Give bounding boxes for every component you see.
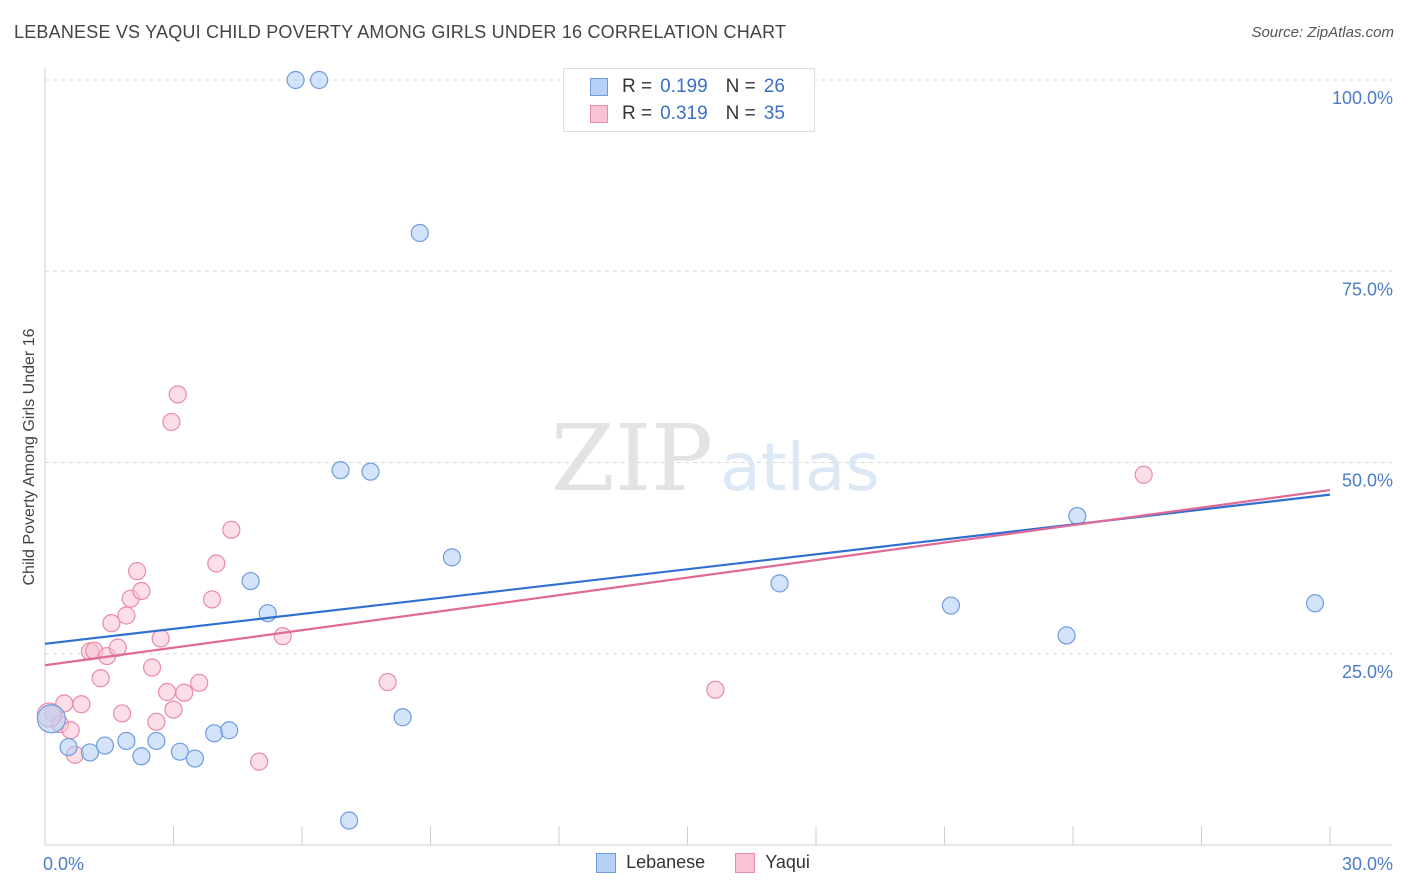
lebanese-point	[410, 223, 429, 243]
lebanese-point	[1305, 594, 1325, 613]
yaqui-point	[202, 590, 222, 609]
watermark: ZIP atlas	[551, 405, 880, 512]
x-tick-label-max: 30.0%	[1342, 854, 1393, 874]
yaqui-point	[132, 581, 151, 601]
yaqui-point	[706, 680, 725, 699]
series-legend: Lebanese Yaqui	[0, 852, 1406, 873]
yaqui-point	[127, 562, 147, 581]
lebanese-r-value: 0.199	[660, 76, 708, 97]
yaqui-point	[147, 712, 166, 731]
lebanese-point	[1057, 626, 1076, 645]
lebanese-legend-swatch	[596, 852, 617, 873]
yaqui-point	[1134, 465, 1153, 484]
yaqui-r-label: R =	[622, 103, 653, 124]
lebanese-point	[185, 749, 205, 768]
yaqui-point	[250, 752, 269, 771]
yaqui-point	[175, 683, 194, 702]
chart-title: LEBANESE VS YAQUI CHILD POVERTY AMONG GI…	[14, 22, 787, 42]
lebanese-point	[286, 70, 305, 90]
watermark-atlas: atlas	[720, 429, 880, 506]
yaqui-legend-label: Yaqui	[765, 852, 810, 872]
yaqui-point	[222, 520, 241, 539]
yaqui-point	[164, 700, 183, 719]
yaqui-point	[162, 412, 181, 432]
lebanese-point	[393, 708, 412, 727]
lebanese-point	[340, 811, 359, 830]
yaqui-point	[151, 629, 170, 648]
lebanese-point	[941, 596, 961, 615]
yaqui-point	[102, 614, 121, 633]
yaqui-point	[142, 658, 162, 677]
y-tick-label-75: 75.0%	[1342, 279, 1393, 299]
yaqui-point	[117, 606, 136, 625]
legend-item-yaqui[interactable]: Yaqui	[735, 852, 810, 873]
legend-row-lebanese: R = 0.199 N = 26	[590, 74, 785, 100]
watermark-zip: ZIP	[551, 405, 713, 512]
lebanese-point	[220, 721, 239, 740]
tick-labels: 25.0% 50.0% 75.0% 100.0% 0.0% 30.0%	[43, 88, 1393, 874]
lebanese-point	[117, 731, 136, 751]
source-label: Source: ZipAtlas.com	[1251, 24, 1394, 41]
lebanese-point	[147, 731, 166, 751]
lebanese-legend-label: Lebanese	[626, 852, 706, 872]
yaqui-n-label: N =	[725, 103, 756, 124]
lebanese-point	[770, 574, 789, 593]
lebanese-point	[361, 462, 380, 481]
lebanese-point	[442, 548, 462, 567]
lebanese-point	[1068, 506, 1087, 526]
lebanese-r-label: R =	[622, 76, 653, 97]
axes	[44, 68, 1392, 846]
lebanese-n-value: 26	[763, 76, 785, 97]
yaqui-r-value: 0.319	[660, 103, 708, 124]
y-tick-label-25: 25.0%	[1342, 662, 1393, 682]
y-tick-label-100: 100.0%	[1332, 88, 1393, 108]
yaqui-point	[273, 627, 292, 646]
x-tick-label-min: 0.0%	[43, 854, 84, 874]
legend-item-lebanese[interactable]: Lebanese	[596, 852, 705, 873]
yaqui-point	[157, 682, 177, 702]
lebanese-point	[132, 747, 151, 766]
lebanese-point	[59, 737, 78, 757]
grid-lines	[45, 79, 1392, 655]
yaqui-legend-swatch	[735, 852, 756, 873]
yaqui-point	[190, 673, 209, 692]
yaqui-trend-line	[44, 488, 1331, 667]
lebanese-point	[310, 70, 329, 90]
yaqui-swatch	[590, 105, 608, 123]
lebanese-point	[331, 461, 350, 480]
yaqui-point	[91, 669, 110, 688]
y-axis-label: Child Poverty Among Girls Under 16	[21, 328, 38, 585]
lebanese-point	[36, 704, 67, 734]
lebanese-point	[205, 724, 224, 743]
lebanese-point	[95, 736, 115, 755]
y-tick-label-50: 50.0%	[1342, 471, 1393, 491]
lebanese-n-label: N =	[725, 76, 756, 97]
lebanese-point	[80, 743, 100, 762]
yaqui-point	[168, 385, 187, 404]
yaqui-point	[112, 704, 132, 723]
legend-row-yaqui: R = 0.319 N = 35	[590, 101, 785, 127]
correlation-legend: R = 0.199 N = 26 R = 0.319 N = 35	[563, 68, 815, 132]
lebanese-point	[170, 742, 190, 761]
trend-lines	[44, 488, 1331, 667]
yaqui-point	[378, 672, 397, 692]
lebanese-point	[241, 571, 260, 591]
yaqui-point	[207, 554, 226, 573]
lebanese-swatch	[590, 78, 608, 96]
yaqui-point	[72, 695, 91, 714]
yaqui-n-value: 35	[763, 103, 785, 124]
lebanese-points	[36, 70, 1325, 830]
